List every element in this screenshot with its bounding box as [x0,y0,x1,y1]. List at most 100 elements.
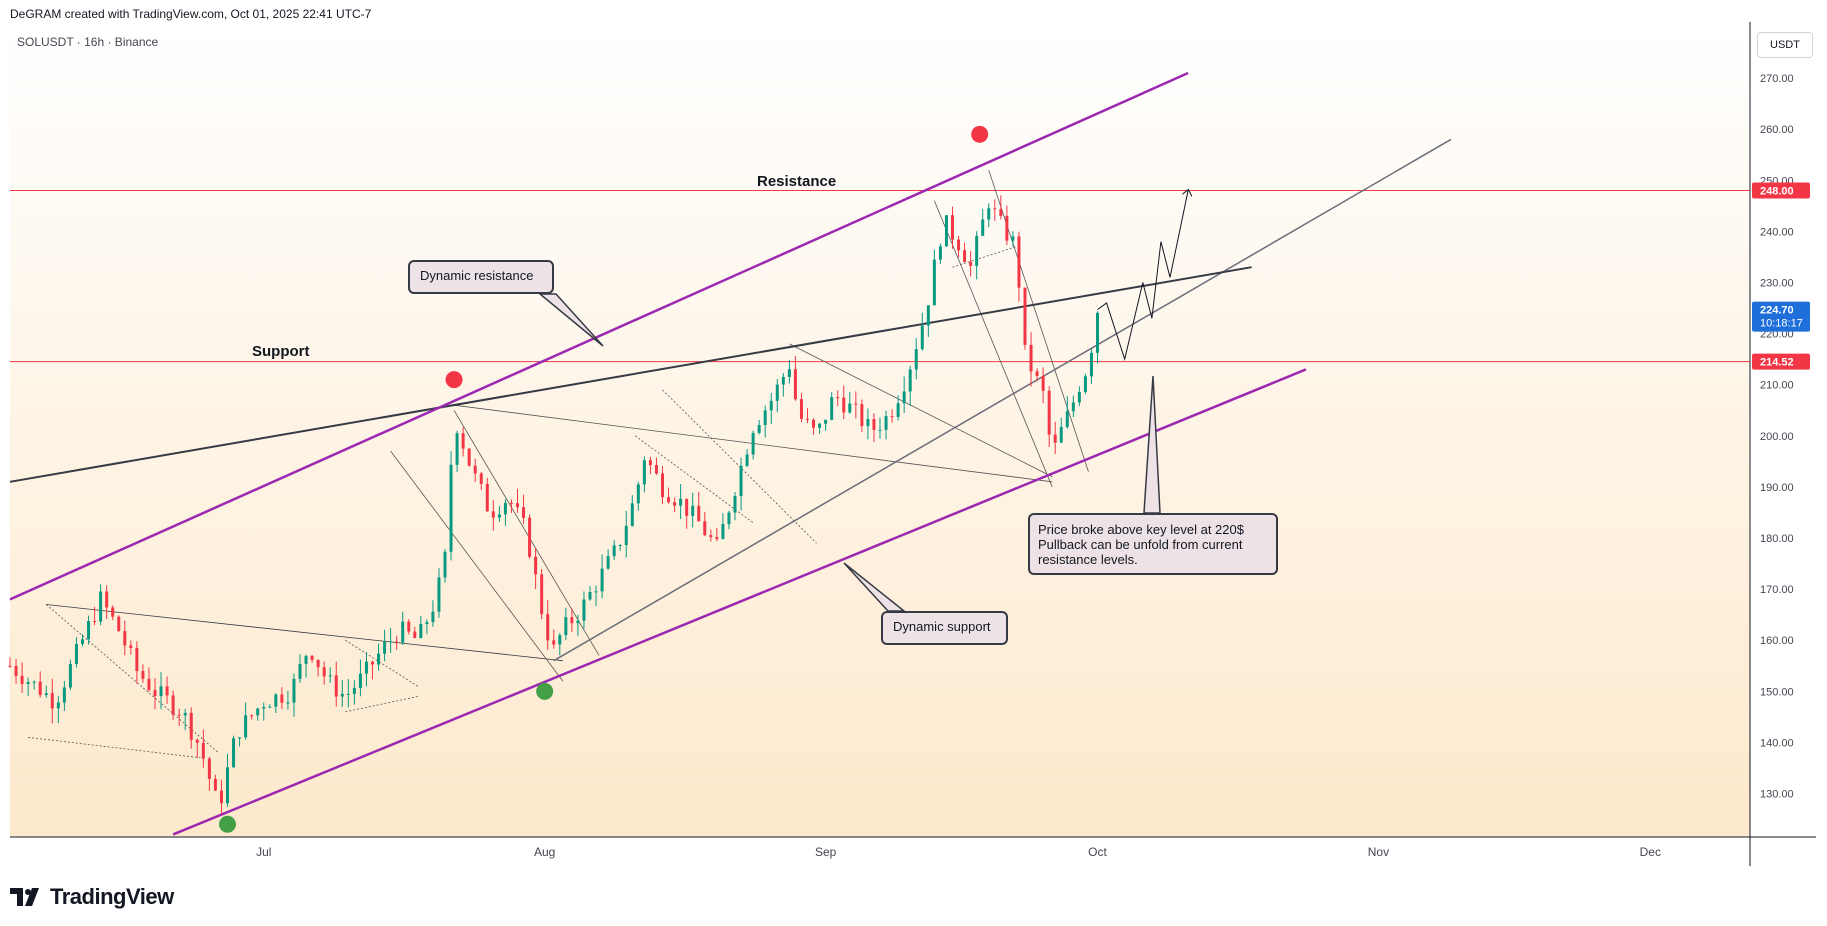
time-tick-label: Nov [1368,845,1389,859]
candle-down [509,502,513,504]
candle-down [1005,215,1009,241]
pattern-line [934,200,1053,488]
candle-up [340,693,344,697]
resistance-price-badge-bg [1752,182,1810,199]
candle-down [661,473,664,498]
price-note-line: resistance levels. [1038,552,1138,567]
candle-up [594,591,598,593]
candle-down [20,675,24,684]
candle-down [111,607,115,617]
candle-down [546,614,550,641]
candle-up [618,544,622,546]
candle-up [62,687,66,703]
candle-up [908,369,912,392]
candle-down [860,404,864,427]
pattern-line [789,343,1053,478]
candle-up [938,246,942,260]
candle-up [364,661,368,674]
pattern-line [345,696,418,713]
candle-up [1077,391,1081,403]
candle-up [1011,236,1015,241]
candle-up [630,503,634,526]
price-tick-label: 150.00 [1760,686,1794,698]
candle-up [775,384,779,401]
candle-down [213,778,217,791]
candle-up [866,419,870,427]
candle-down [189,712,193,740]
candle-down [1029,344,1033,372]
candle-down [153,689,157,697]
candle-up [981,219,985,236]
price-tick-label: 240.00 [1760,226,1794,238]
candle-down [969,261,973,266]
candle-down [570,617,574,624]
candle-up [932,259,936,306]
candle-down [842,397,846,413]
candle-up [32,681,36,683]
candle-up [74,643,78,664]
candle-down [1035,371,1039,376]
candle-up [449,464,453,552]
candle-down [50,693,54,709]
price-tick-label: 180.00 [1760,533,1794,545]
dynamic-support-callout: Dynamic support [881,611,1008,645]
pattern-line [390,450,564,682]
candle-up [975,235,979,266]
swing-high-dot [971,125,989,143]
candle-up [781,376,785,385]
candle-up [733,495,737,513]
candle-up [636,484,640,504]
candle-down [461,433,465,449]
price-tick-label: 170.00 [1760,584,1794,596]
candle-down [8,665,12,667]
candle-up [600,568,604,592]
callout-pointer [537,293,604,347]
candle-up [642,460,646,485]
candle-up [159,686,163,697]
pattern-line [952,246,1017,268]
tradingview-logo[interactable]: TradingView [10,884,174,910]
candle-up [679,498,683,506]
candle-up [99,591,103,622]
candle-up [824,419,828,424]
candle-up [268,706,272,708]
candle-down [999,209,1003,216]
ascending-trendline [553,138,1452,662]
candle-up [576,620,580,624]
candle-down [1041,375,1045,391]
candle-up [183,712,187,716]
candle-up [878,429,882,431]
chart-header: DeGRAM created with TradingView.com, Oct… [10,7,372,21]
candle-down [793,369,797,400]
candle-down [201,742,205,759]
candle-up [1059,426,1063,443]
candle-up [745,454,749,466]
candle-up [751,432,755,455]
candle-up [1071,402,1075,412]
candle-down [491,511,495,518]
candle-down [1023,287,1027,345]
candle-up [232,738,236,768]
candle-down [522,507,526,518]
countdown-label: 10:18:17 [1760,318,1803,330]
candle-up [757,425,761,433]
candle-up [292,678,296,703]
candle-up [691,505,695,516]
candle-down [648,460,652,466]
candle-up [612,545,616,557]
time-axis: Jul Aug Sep Oct Nov Dec [256,845,1661,859]
support-price-badge: 214.52 [1760,357,1794,369]
currency-selector[interactable]: USDT [1757,32,1813,58]
current-price-badge-bg [1752,301,1810,332]
candle-up [721,524,725,540]
candle-down [540,574,544,615]
candle-up [588,592,592,600]
pattern-line [635,435,754,524]
candle-up [624,525,628,545]
candle-down [310,655,314,660]
candle-down [93,621,97,623]
candle-up [68,663,72,688]
candle-down [1047,390,1051,435]
price-tick-label: 230.00 [1760,278,1794,290]
